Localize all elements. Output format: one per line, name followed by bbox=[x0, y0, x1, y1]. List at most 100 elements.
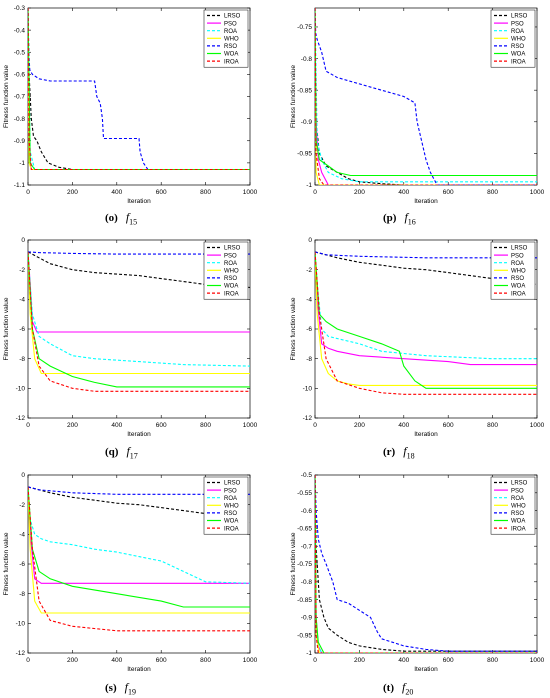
x-tick-label: 1000 bbox=[243, 189, 258, 196]
legend-label: RSO bbox=[224, 511, 237, 517]
y-tick-label: -0.7 bbox=[14, 94, 26, 101]
legend-label: RSO bbox=[511, 511, 524, 517]
x-tick-label: 400 bbox=[111, 422, 122, 429]
caption-r: (r) f18 bbox=[383, 444, 415, 461]
y-tick-label: 0 bbox=[308, 237, 312, 244]
legend-label: LRSO bbox=[224, 14, 241, 20]
x-tick-label: 200 bbox=[67, 189, 78, 196]
legend-label: PSO bbox=[511, 21, 524, 27]
legend-label: IROA bbox=[511, 291, 526, 297]
x-tick-label: 600 bbox=[156, 657, 167, 664]
y-tick-label: -0.4 bbox=[14, 27, 26, 34]
x-tick-label: 600 bbox=[156, 189, 167, 196]
y-tick-label: -1 bbox=[306, 182, 312, 189]
chart-panel: 0 200 400 600 800 1000 -1 -0.95 -0.9 -0.85 -0.8 -0.… bbox=[290, 472, 545, 673]
x-tick-label: 800 bbox=[200, 422, 211, 429]
series-line-rso bbox=[315, 251, 537, 259]
legend-label: PSO bbox=[511, 253, 524, 259]
legend-label: IROA bbox=[511, 59, 526, 65]
x-tick-label: 200 bbox=[67, 422, 78, 429]
series-line-roa bbox=[315, 8, 537, 183]
legend-label: WHO bbox=[511, 504, 526, 510]
x-tick-label: 200 bbox=[354, 657, 365, 664]
legend-label: ROA bbox=[511, 496, 524, 502]
x-tick-label: 1000 bbox=[530, 189, 545, 196]
y-tick-label: -12 bbox=[16, 650, 26, 657]
y-tick-label: -4 bbox=[306, 297, 312, 304]
chart-panel: 0 200 400 600 800 1000 -1.1 -1 -0.9 -0.8 -0.7 -0.6 -… bbox=[3, 5, 258, 205]
legend-label: RSO bbox=[224, 276, 237, 282]
y-tick-label: -8 bbox=[19, 591, 25, 598]
series-group bbox=[315, 251, 537, 395]
x-tick-label: 600 bbox=[443, 189, 454, 196]
legend-label: WHO bbox=[224, 269, 239, 275]
y-tick-label: -0.5 bbox=[301, 472, 313, 479]
y-tick-label: -2 bbox=[19, 502, 25, 509]
y-tick-label: -0.75 bbox=[297, 24, 312, 31]
x-tick-label: 600 bbox=[156, 422, 167, 429]
y-axis-label: Fitness function value bbox=[3, 532, 10, 595]
legend-label: WOA bbox=[224, 52, 238, 58]
legend-label: WHO bbox=[224, 504, 239, 510]
series-line-woa bbox=[28, 486, 250, 608]
y-axis-label: Fitness function value bbox=[3, 65, 10, 128]
x-tick-label: 1000 bbox=[530, 657, 545, 664]
legend-label: ROA bbox=[224, 496, 237, 502]
y-tick-label: -0.9 bbox=[14, 138, 26, 145]
y-tick-label: -2 bbox=[306, 267, 312, 274]
y-tick-label: -8 bbox=[306, 356, 312, 363]
y-tick-label: -0.8 bbox=[301, 56, 313, 63]
x-tick-label: 0 bbox=[313, 657, 317, 664]
series-group bbox=[315, 475, 537, 653]
y-tick-label: -1 bbox=[306, 650, 312, 657]
x-tick-label: 400 bbox=[398, 422, 409, 429]
y-axis-label: Fitness function value bbox=[3, 297, 10, 360]
x-tick-label: 0 bbox=[313, 422, 317, 429]
y-tick-label: -6 bbox=[306, 326, 312, 333]
chart-panel: 0 200 400 600 800 1000 -12 -10 -8 -6 -4 -2 0 Iteratio… bbox=[290, 237, 545, 438]
x-tick-label: 1000 bbox=[530, 422, 545, 429]
series-line-roa bbox=[28, 251, 250, 367]
legend-label: LRSO bbox=[511, 14, 528, 20]
legend-label: LRSO bbox=[511, 481, 528, 487]
x-axis-label: Iteration bbox=[414, 198, 438, 205]
series-line-iroa bbox=[28, 486, 250, 632]
caption-t: (t) f20 bbox=[383, 680, 414, 697]
legend-label: RSO bbox=[224, 44, 237, 50]
series-line-rso bbox=[28, 486, 250, 495]
series-group bbox=[315, 8, 537, 185]
y-tick-label: -12 bbox=[303, 415, 313, 422]
legend-label: LRSO bbox=[511, 246, 528, 252]
legend-label: RSO bbox=[511, 44, 524, 50]
series-line-woa bbox=[315, 251, 537, 389]
y-tick-label: -4 bbox=[19, 532, 25, 539]
x-tick-label: 0 bbox=[26, 189, 30, 196]
x-axis-label: Iteration bbox=[127, 198, 151, 205]
series-group bbox=[28, 486, 250, 632]
series-line-iroa bbox=[315, 8, 537, 185]
y-tick-label: -0.8 bbox=[301, 579, 313, 586]
x-axis-label: Iteration bbox=[414, 666, 438, 673]
x-tick-label: 1000 bbox=[243, 422, 258, 429]
series-line-roa bbox=[28, 486, 250, 584]
legend-label: WOA bbox=[224, 519, 238, 525]
y-axis-label: Fitness function value bbox=[290, 297, 297, 360]
legend-label: ROA bbox=[224, 29, 237, 35]
legend-label: IROA bbox=[224, 59, 239, 65]
legend-label: WOA bbox=[224, 284, 238, 290]
series-line-lrso bbox=[315, 475, 537, 652]
y-tick-label: -0.85 bbox=[297, 87, 312, 94]
legend-label: LRSO bbox=[224, 246, 241, 252]
series-line-who bbox=[28, 251, 250, 375]
series-line-woa bbox=[315, 475, 537, 653]
y-tick-label: -0.55 bbox=[297, 490, 312, 497]
x-tick-label: 1000 bbox=[243, 657, 258, 664]
x-tick-label: 800 bbox=[487, 189, 498, 196]
series-line-lrso bbox=[315, 8, 537, 185]
x-tick-label: 400 bbox=[111, 657, 122, 664]
y-tick-label: -0.9 bbox=[301, 615, 313, 622]
